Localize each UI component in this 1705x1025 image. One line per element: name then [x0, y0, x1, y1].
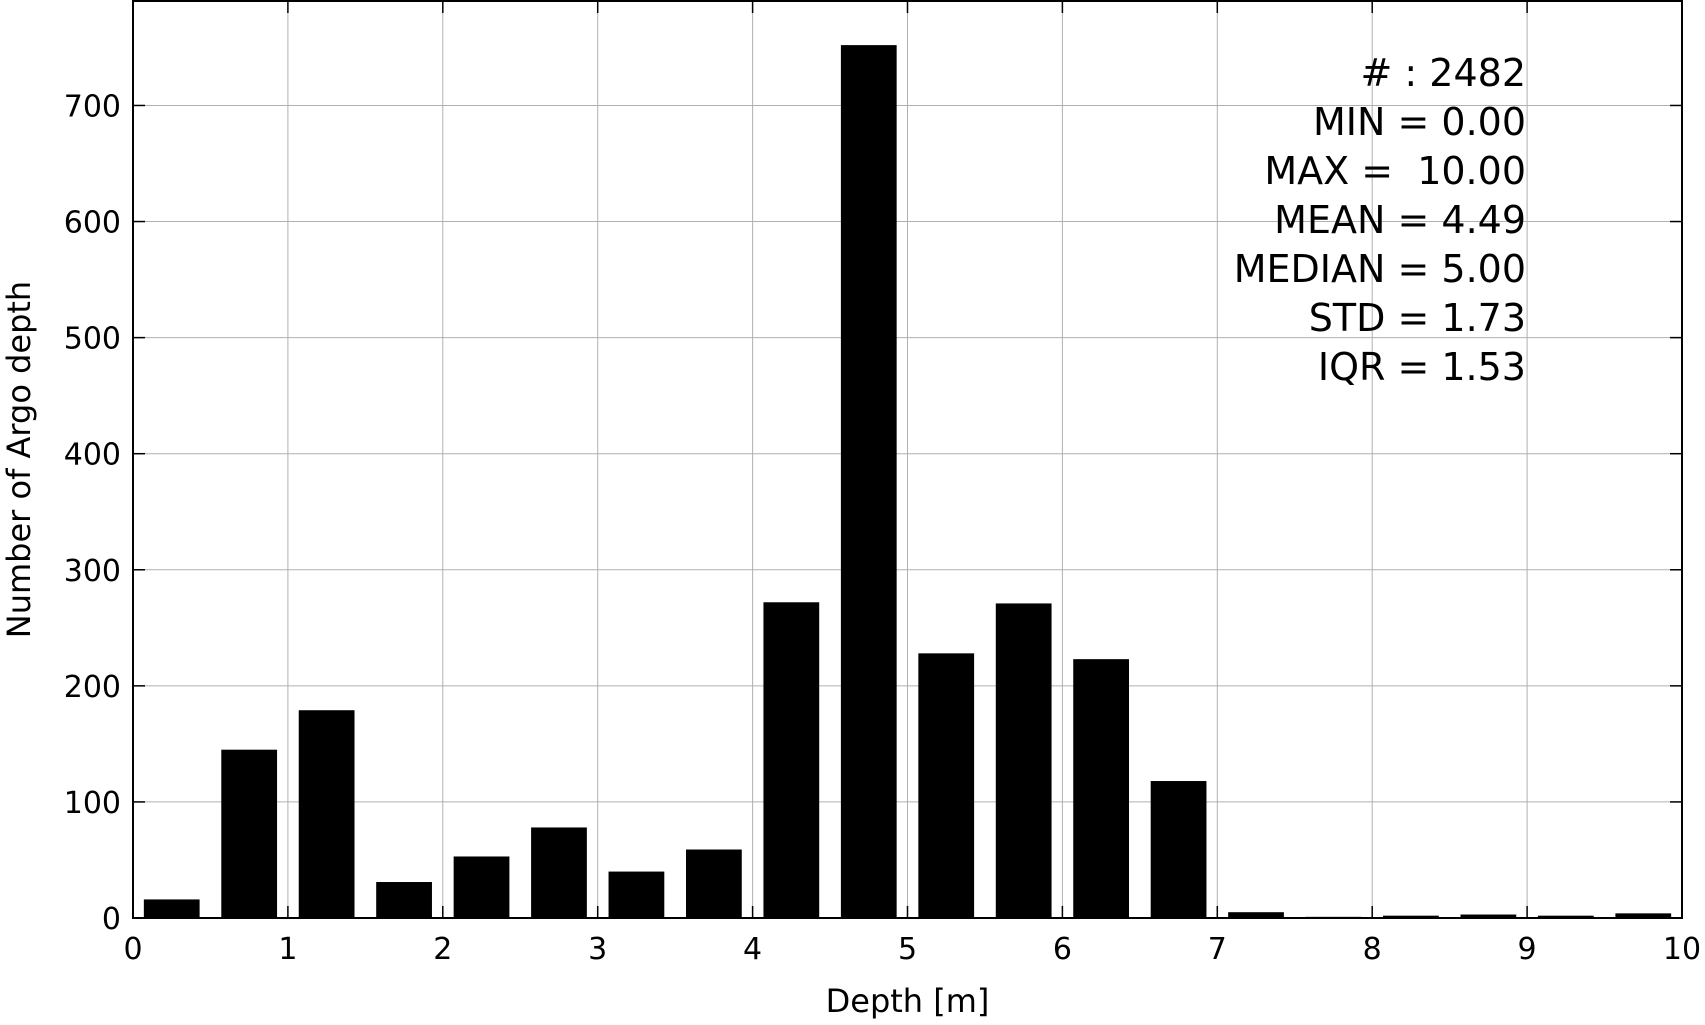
- histogram-bar: [1150, 781, 1207, 918]
- x-tick-label: 7: [1208, 932, 1227, 967]
- histogram-bar: [995, 603, 1052, 918]
- histogram-bar: [840, 45, 897, 918]
- stats-line: MIN = 0.00: [1313, 100, 1526, 144]
- stats-line: # : 2482: [1360, 51, 1526, 95]
- stats-line: MEAN = 4.49: [1274, 198, 1526, 242]
- histogram-bar: [1383, 915, 1439, 918]
- histogram-bar: [1228, 912, 1284, 918]
- histogram-bar: [1537, 915, 1594, 918]
- x-tick-label: 0: [123, 932, 142, 967]
- stats-line: STD = 1.73: [1309, 296, 1526, 340]
- x-tick-label: 1: [278, 932, 297, 967]
- x-tick-label: 3: [588, 932, 607, 967]
- histogram-bar: [221, 749, 278, 918]
- histogram-bar: [685, 849, 742, 918]
- plot-frame: [132, 0, 1683, 919]
- y-tick-label: 700: [64, 89, 121, 124]
- bars: [143, 45, 1672, 918]
- histogram-bar: [143, 899, 200, 918]
- y-tick-label: 500: [64, 322, 121, 357]
- x-tick-label: 6: [1053, 932, 1072, 967]
- stats-box: # : 2482 MIN = 0.00 MAX = 10.00 MEAN = 4.49…: [1234, 51, 1526, 389]
- histogram-bar: [453, 856, 510, 918]
- histogram-bar: [1615, 913, 1672, 918]
- y-tick-label: 0: [102, 902, 121, 937]
- histogram-bar: [608, 871, 665, 918]
- x-tick-labels: 0 1 2 3 4 5 6 7 8 9 10: [123, 932, 1701, 967]
- stats-line: MAX = 10.00: [1264, 149, 1526, 193]
- histogram-bar: [918, 653, 975, 918]
- histogram-bar: [298, 710, 355, 918]
- x-tick-label: 2: [433, 932, 452, 967]
- y-tick-label: 200: [64, 670, 121, 705]
- stats-line: MEDIAN = 5.00: [1234, 247, 1526, 291]
- x-tick-label: 9: [1518, 932, 1537, 967]
- x-tick-label: 10: [1663, 932, 1701, 967]
- x-tick-label: 4: [743, 932, 762, 967]
- x-axis-label: Depth [m]: [826, 982, 990, 1020]
- histogram-bar: [376, 882, 432, 918]
- x-tick-label: 5: [898, 932, 917, 967]
- x-tick-label: 8: [1363, 932, 1382, 967]
- stats-line: IQR = 1.53: [1318, 345, 1526, 389]
- histogram-bar: [1073, 659, 1130, 918]
- y-axis-label: Number of Argo depth: [0, 281, 38, 638]
- y-tick-label: 100: [64, 786, 121, 821]
- y-tick-label: 600: [64, 206, 121, 241]
- histogram-bar: [763, 602, 820, 918]
- histogram-bar: [1460, 914, 1517, 918]
- y-tick-labels: 0 100 200 300 400 500 600 700: [64, 89, 121, 937]
- y-tick-label: 300: [64, 554, 121, 589]
- histogram-bar: [531, 827, 587, 918]
- y-tick-label: 400: [64, 438, 121, 473]
